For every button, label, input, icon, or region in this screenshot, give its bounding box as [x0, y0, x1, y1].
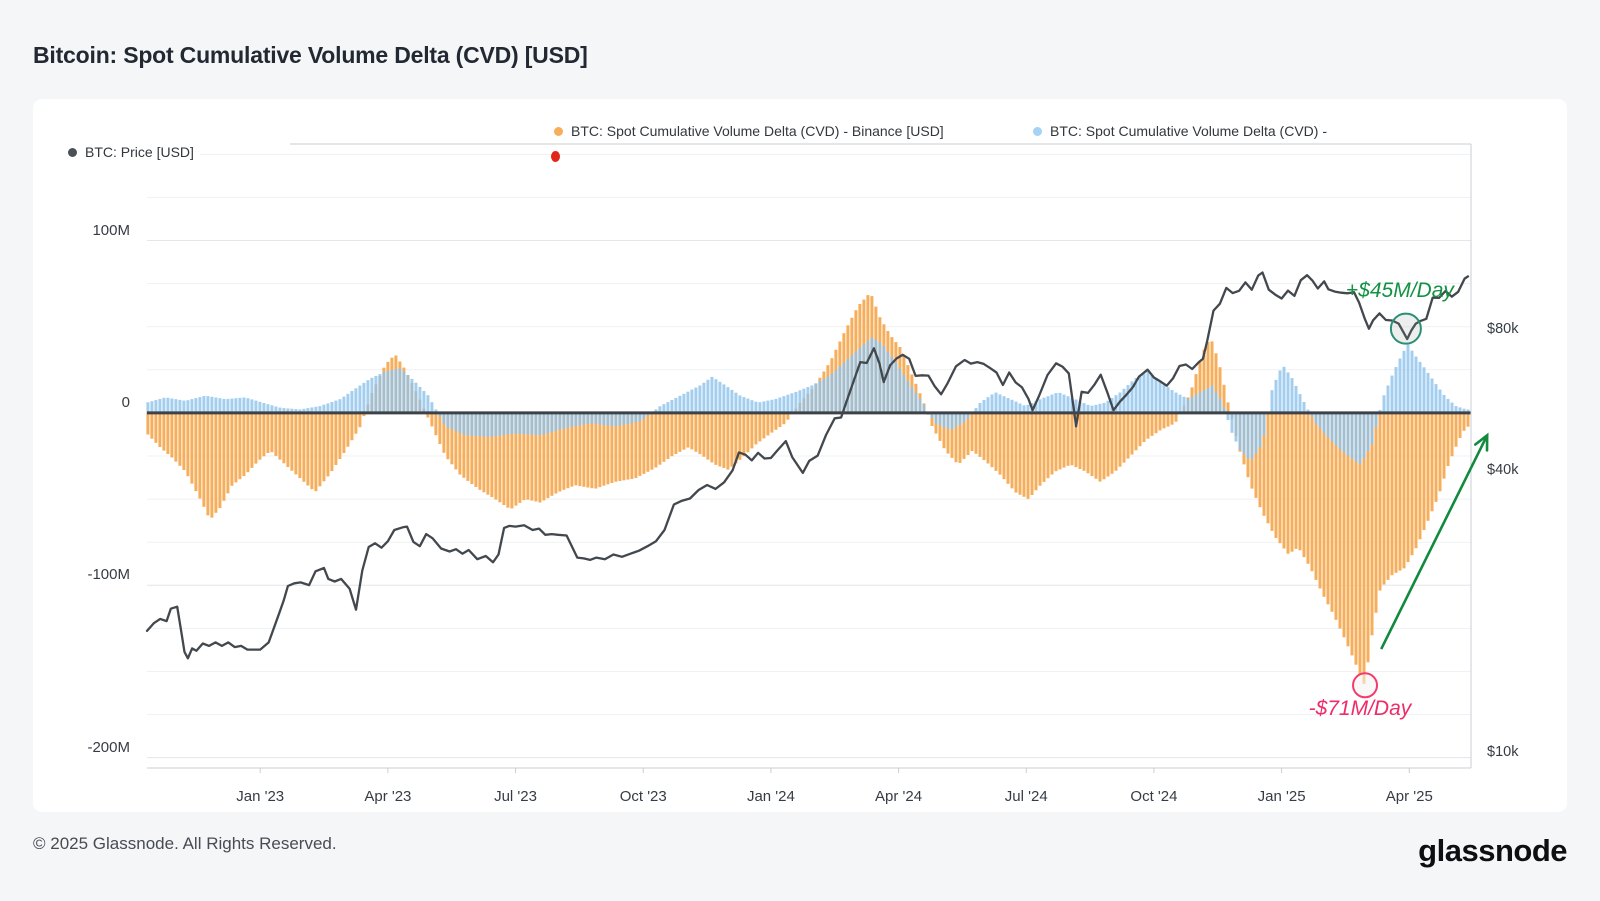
x-tick-label: Oct '23 — [619, 788, 667, 805]
x-tick-label: Jan '24 — [746, 788, 795, 805]
legend-label-cvd-other: BTC: Spot Cumulative Volume Delta (CVD) … — [1050, 123, 1327, 139]
x-tick-label: Jul '23 — [494, 788, 537, 805]
x-tick-label: Jan '25 — [1257, 788, 1306, 805]
red-marker-dot-icon — [551, 151, 560, 162]
legend-dot-other-icon — [1033, 126, 1042, 136]
annotation-gain-rate: +$45M/Day — [1345, 278, 1454, 302]
y-right-tick-label: $10k — [1487, 743, 1519, 760]
legend-dot-price-icon — [68, 147, 77, 157]
x-tick-label: Apr '23 — [364, 788, 412, 805]
cvd-other-bars — [146, 337, 1470, 465]
legend-dot-binance-icon — [554, 126, 563, 136]
y-right-tick-label: $40k — [1487, 461, 1519, 478]
btc-price-line — [145, 271, 1470, 660]
y-right-tick-label: $80k — [1487, 320, 1519, 337]
page-title: Bitcoin: Spot Cumulative Volume Delta (C… — [33, 42, 588, 68]
x-tick-label: Apr '25 — [1385, 788, 1433, 805]
y-left-tick-label: -100M — [87, 566, 130, 584]
x-tick-label: Jul '24 — [1004, 788, 1048, 805]
glassnode-logo[interactable]: glassnode — [1418, 833, 1567, 868]
legend-label-cvd-binance: BTC: Spot Cumulative Volume Delta (CVD) … — [571, 123, 944, 139]
trend-arrow-icon — [1380, 432, 1489, 650]
legend-item-price[interactable]: BTC: Price [USD] — [62, 142, 200, 162]
highlight-circle-cvd-low — [1352, 672, 1379, 699]
y-left-tick-label: 0 — [121, 393, 130, 411]
y-left-tick-label: -200M — [87, 738, 130, 756]
y-left-tick-label: 100M — [92, 221, 130, 239]
cvd-binance-bars — [146, 295, 1470, 684]
x-tick-label: Jan '23 — [236, 788, 285, 805]
legend-item-cvd-binance[interactable]: BTC: Spot Cumulative Volume Delta (CVD) … — [548, 121, 950, 141]
x-tick-label: Apr '24 — [875, 788, 923, 805]
highlight-circle-price-dip — [1389, 312, 1422, 345]
legend-item-cvd-other[interactable]: BTC: Spot Cumulative Volume Delta (CVD) … — [1027, 121, 1333, 141]
legend-label-price: BTC: Price [USD] — [85, 144, 194, 160]
copyright-text: © 2025 Glassnode. All Rights Reserved. — [33, 834, 337, 853]
gridlines — [147, 153, 1471, 759]
chart-borders — [147, 143, 1472, 773]
x-tick-label: Oct '24 — [1130, 788, 1178, 805]
annotation-loss-rate: -$71M/Day — [1308, 697, 1412, 721]
